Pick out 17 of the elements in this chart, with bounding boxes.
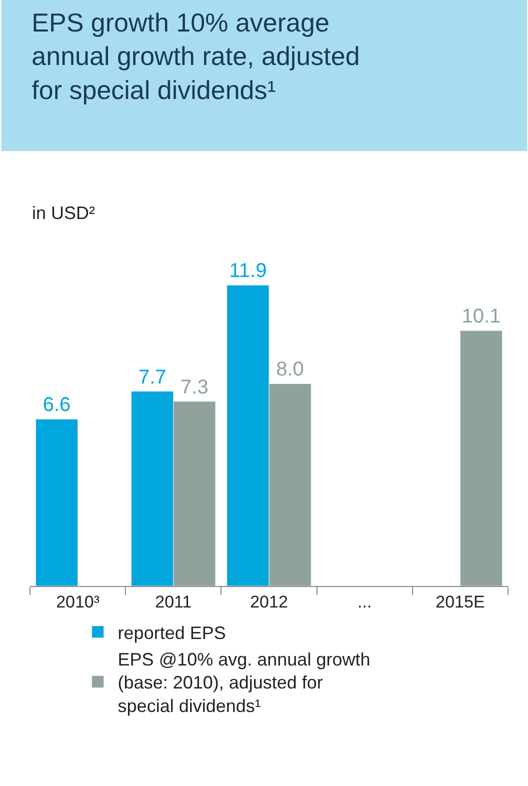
data-label: 6.6	[42, 394, 71, 416]
data-label: 7.3	[180, 376, 208, 398]
chart-title: EPS growth 10% average annual growth rate, adjusted for special dividends¹	[32, 7, 360, 106]
x-tick-label: 2010³	[56, 592, 100, 612]
legend-label: EPS @10% avg. annual growth (base: 2010), adjusted for special dividends¹	[118, 649, 370, 716]
chart-subtitle: in USD²	[32, 203, 96, 223]
data-label: 10.1	[462, 306, 501, 328]
legend-label: reported EPS	[118, 622, 226, 643]
x-tick-label: 2011	[155, 592, 192, 612]
bar	[460, 330, 503, 586]
x-tick-label: ...	[358, 592, 372, 612]
x-tick-label: 2012	[250, 592, 288, 612]
x-tick-label: 2015E	[436, 592, 485, 612]
bar	[35, 418, 78, 586]
data-label: 8.0	[276, 358, 304, 381]
data-label: 11.9	[229, 260, 267, 282]
data-label: 7.7	[138, 366, 166, 388]
